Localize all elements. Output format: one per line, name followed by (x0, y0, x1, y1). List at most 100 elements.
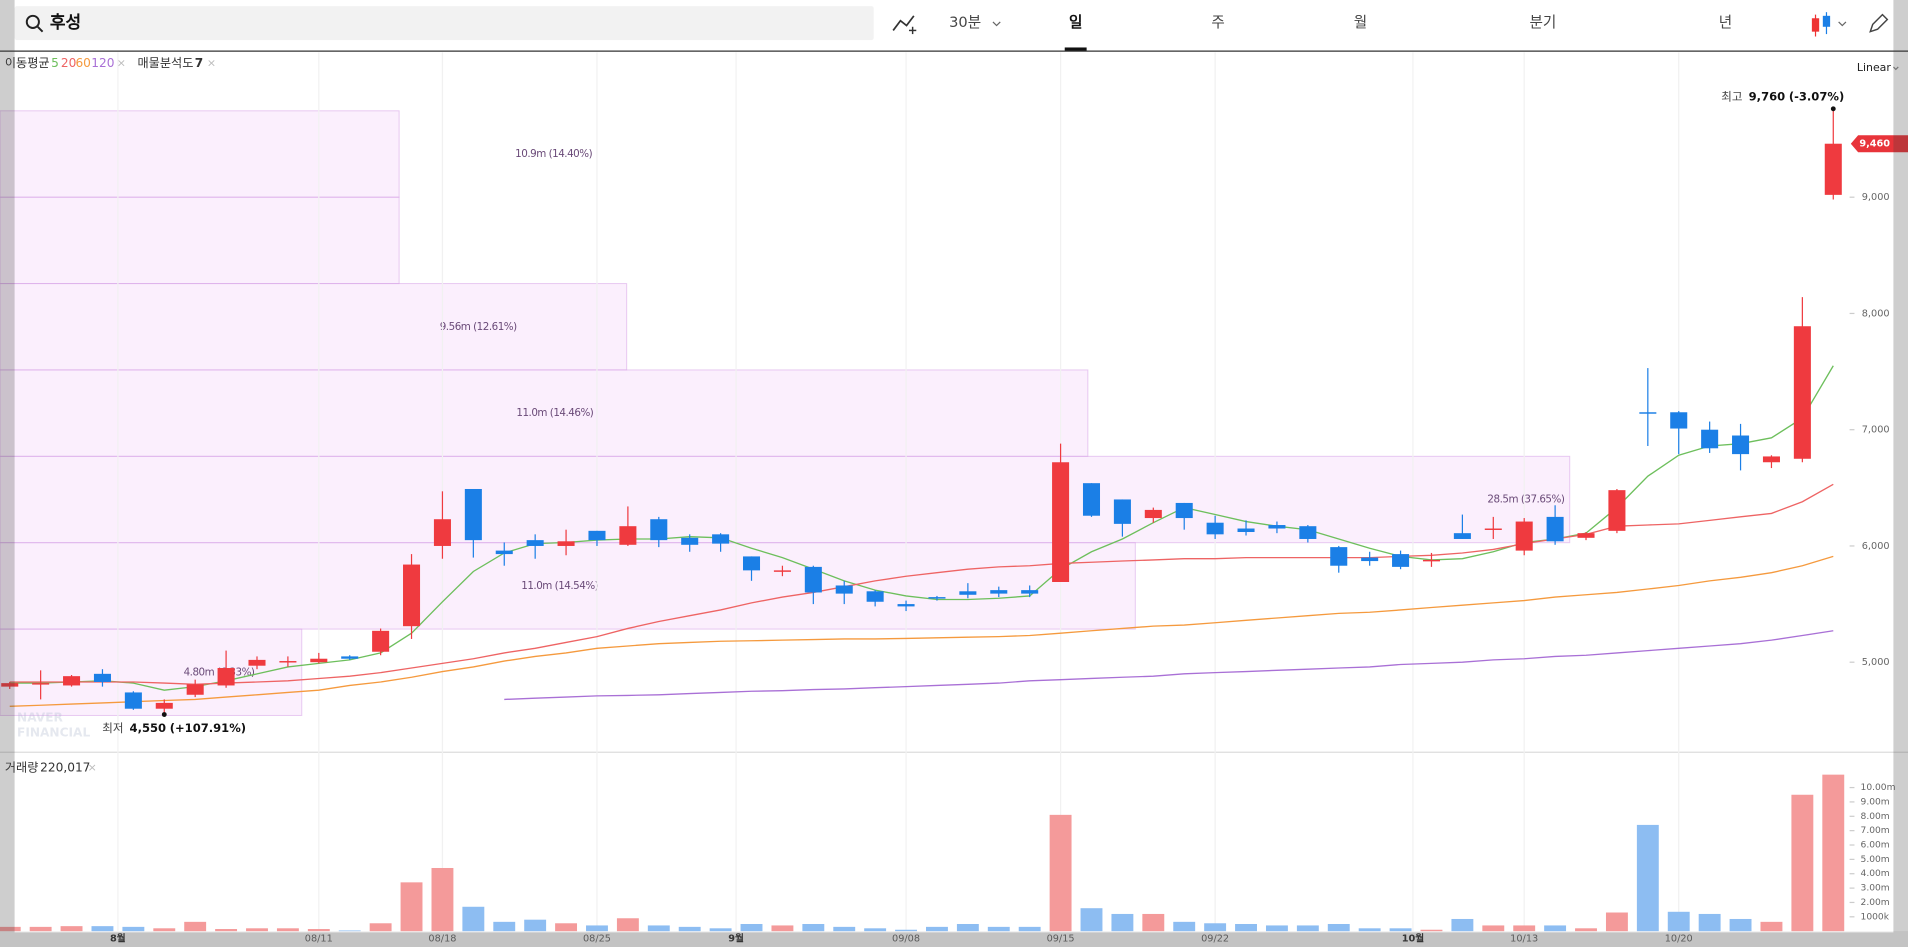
candle-body (1824, 143, 1842, 195)
period-tab[interactable]: 일 (1069, 14, 1082, 31)
x-tick-label: 10/20 (1665, 933, 1693, 944)
candle-body (650, 519, 668, 541)
volume-title: 거래량 (5, 761, 39, 775)
profile-count: 7 (195, 56, 203, 70)
volume-bar (431, 867, 454, 932)
volume-bar (307, 929, 330, 932)
x-axis-band (0, 931, 1908, 947)
volume-bar (987, 926, 1010, 932)
volume-bar (1389, 928, 1412, 932)
volume-bar (1018, 926, 1041, 932)
candle-body (279, 661, 297, 663)
candle-body (681, 537, 699, 545)
volume-bar (895, 929, 918, 932)
candle-body (1052, 462, 1070, 582)
candle-body (588, 530, 606, 541)
volume-bar (647, 925, 670, 932)
volume-bar (956, 923, 979, 932)
candle-body (1484, 528, 1502, 530)
x-tick-label: 09/15 (1047, 933, 1075, 944)
volume-profile-box (0, 110, 400, 198)
ma-legend-entry: 120 (91, 56, 114, 70)
volume-bar (1420, 929, 1443, 932)
candle-body (32, 683, 50, 685)
candle-body (1453, 533, 1471, 539)
candle-body (619, 526, 637, 545)
volume-bar (29, 926, 52, 932)
candle-type-icon[interactable] (1811, 12, 1847, 37)
low-marker (161, 712, 167, 717)
indicator-icon[interactable] (892, 15, 917, 35)
period-tab[interactable]: 주 (1211, 14, 1224, 31)
draw-icon[interactable] (1869, 13, 1889, 33)
candle-body (464, 488, 482, 541)
candle-body (1515, 521, 1533, 551)
volume-bar (709, 928, 732, 932)
volume-bar (1822, 774, 1845, 932)
candle-body (742, 556, 761, 571)
volume-bar (1173, 921, 1196, 932)
candle-body (248, 659, 266, 666)
volume-bar (1204, 923, 1227, 932)
candle-body (1670, 412, 1688, 429)
volume-bar (802, 923, 825, 932)
watermark: FINANCIAL (17, 725, 90, 739)
candle-body (1546, 516, 1564, 542)
volume-bar (616, 918, 639, 932)
volume-bar (1358, 928, 1381, 932)
volume-bar (833, 926, 856, 932)
close-icon[interactable]: × (117, 56, 126, 69)
candle-body (712, 534, 730, 544)
y-tick-label: 10.00m (1861, 783, 1896, 793)
y-tick-label: 4.00m (1861, 869, 1890, 879)
y-tick-label: 6.00m (1861, 841, 1890, 851)
candle-body (1206, 522, 1224, 535)
volume-bar (1080, 908, 1103, 932)
close-icon[interactable]: × (207, 56, 216, 69)
candle-body (1639, 412, 1657, 414)
volume-bar (1698, 913, 1721, 932)
volume-profile-label: 11.0m (14.54%) (521, 580, 598, 592)
candle-body (1361, 557, 1379, 562)
volume-bar (1142, 913, 1165, 932)
y-tick-label: 2.00m (1861, 898, 1890, 908)
volume-bar (864, 928, 887, 932)
candle-body (495, 550, 513, 555)
x-tick-label: 8월 (110, 932, 126, 944)
volume-bar (771, 925, 794, 932)
candle-body (186, 684, 204, 695)
search-box[interactable] (14, 6, 874, 41)
moving-average-line (504, 630, 1834, 701)
volume-profile-box (0, 196, 400, 285)
x-tick-label: 08/18 (428, 933, 456, 944)
candle-body (773, 570, 791, 572)
volume-bar (153, 928, 176, 932)
period-tab[interactable]: 년 (1719, 14, 1732, 31)
volume-bar (1235, 923, 1257, 932)
ma-legend-entry: 60 (75, 56, 90, 70)
scale-mode[interactable]: Linear (1857, 61, 1891, 74)
interval-select[interactable]: 30분 (949, 14, 981, 31)
candle-body (1237, 528, 1255, 533)
marker-change: (-3.07%) (1789, 89, 1844, 103)
candle-body (1, 683, 19, 687)
period-tab[interactable]: 분기 (1530, 14, 1557, 31)
close-icon[interactable]: × (88, 761, 97, 774)
volume-bar (215, 929, 238, 932)
x-tick-label: 08/25 (583, 933, 611, 944)
y-tick-label: 9,000 (1862, 192, 1890, 203)
volume-bar (338, 930, 361, 932)
low-marker-text: 최저 4,550 (+107.91%) (102, 720, 246, 734)
candle-body (1422, 559, 1440, 562)
volume-bar (524, 919, 547, 932)
candle-body (1392, 554, 1410, 567)
volume-bar (184, 921, 207, 932)
volume-bar (1513, 925, 1536, 932)
volume-bar (493, 921, 516, 932)
period-tab[interactable]: 월 (1354, 14, 1367, 31)
volume-bar (122, 926, 145, 932)
volume-profile-label: 28.5m (37.65%) (1487, 494, 1564, 506)
search-query[interactable]: 후성 (50, 12, 81, 33)
